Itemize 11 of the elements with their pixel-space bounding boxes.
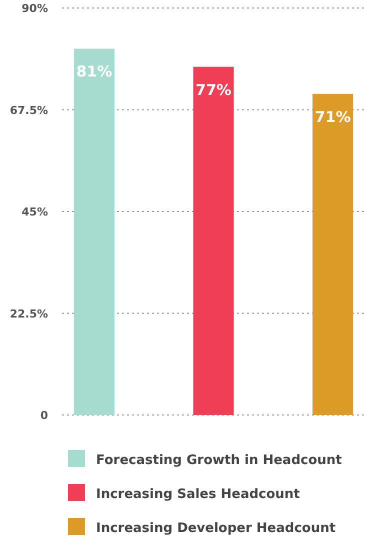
data-label: 71% [314, 108, 351, 126]
legend-label: Forecasting Growth in Headcount [96, 453, 342, 468]
data-label: 81% [76, 62, 112, 81]
y-tick-label: 22.5% [10, 307, 48, 320]
y-tick-label: 67.5% [10, 104, 48, 117]
y-tick-label: 0 [40, 409, 48, 422]
data-label: 77% [196, 80, 232, 99]
legend-label: Increasing Sales Headcount [96, 487, 300, 502]
legend-label: Increasing Developer Headcount [96, 521, 336, 536]
y-tick-label: 90% [22, 2, 48, 15]
y-tick-label: 45% [22, 206, 48, 218]
